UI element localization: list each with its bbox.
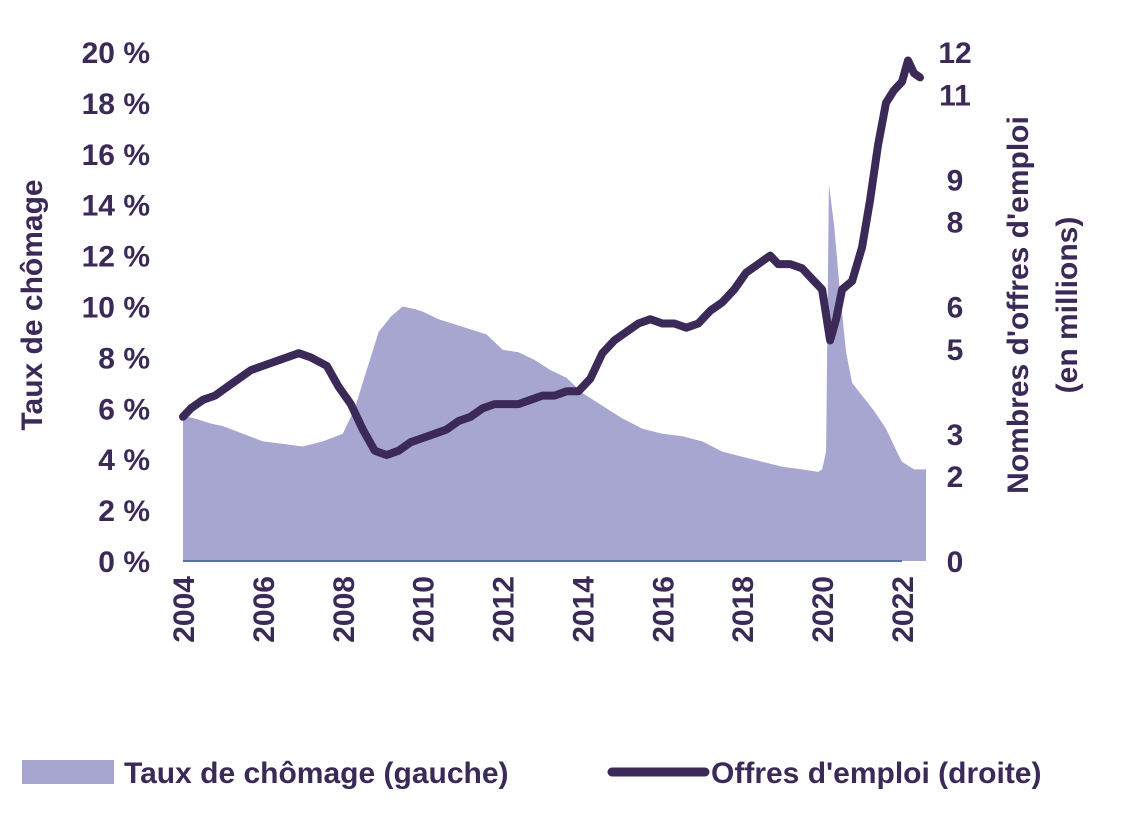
left-tick-label: 8 % [98,342,150,375]
x-tick-label: 2020 [807,576,840,643]
legend-label-line: Offres d'emploi (droite) [711,757,1041,790]
left-tick-label: 2 % [98,495,150,528]
job-openings-line [179,56,924,459]
line-layer [179,56,924,459]
right-axis-ticks: 0 2 3 5 6 8 9 11 12 [938,37,971,579]
right-tick-label: 12 [938,37,971,70]
right-tick-label: 8 [947,207,964,240]
x-tick-label: 2004 [168,576,201,643]
unemployment-area [183,184,926,562]
right-tick-label: 6 [947,292,964,325]
left-tick-label: 4 % [98,444,150,477]
x-tick-label: 2012 [488,576,521,643]
x-tick-label: 2022 [887,576,920,643]
right-tick-label: 9 [947,164,964,197]
right-tick-label: 11 [939,79,971,112]
x-tick-label: 2008 [328,576,361,643]
legend-label-area: Taux de chômage (gauche) [124,757,509,790]
left-tick-label: 20 % [82,37,150,70]
x-tick-label: 2010 [408,576,441,643]
right-tick-label: 2 [947,461,964,494]
right-tick-label: 0 [947,546,964,579]
right-axis-title-line1: Nombres d'offres d'emploi [1002,116,1035,494]
left-tick-label: 16 % [82,139,150,172]
left-tick-label: 6 % [98,393,150,426]
x-tick-label: 2014 [567,576,600,643]
left-axis-ticks: 0 % 2 % 4 % 6 % 8 % 10 % 12 % 14 % 16 % 18 % 20 % [82,37,150,579]
left-tick-label: 18 % [82,88,150,121]
x-axis-ticks: 2004 2006 2008 2010 2012 2014 2016 2018 2020 2022 [168,576,920,643]
right-axis-title-line2: (en millions) [1051,217,1084,394]
left-tick-label: 10 % [82,292,150,325]
right-tick-label: 5 [947,334,964,367]
left-tick-label: 0 % [98,546,150,579]
x-tick-label: 2006 [248,576,281,643]
area-layer [183,184,926,562]
x-tick-label: 2018 [727,576,760,643]
right-tick-label: 3 [947,419,964,452]
left-tick-label: 14 % [82,190,150,223]
legend-swatch-area [22,760,114,784]
left-tick-label: 12 % [82,241,150,274]
left-axis-title: Taux de chômage [16,179,49,430]
x-tick-label: 2016 [647,576,680,643]
legend: Taux de chômage (gauche) Offres d'emploi… [22,757,1041,790]
